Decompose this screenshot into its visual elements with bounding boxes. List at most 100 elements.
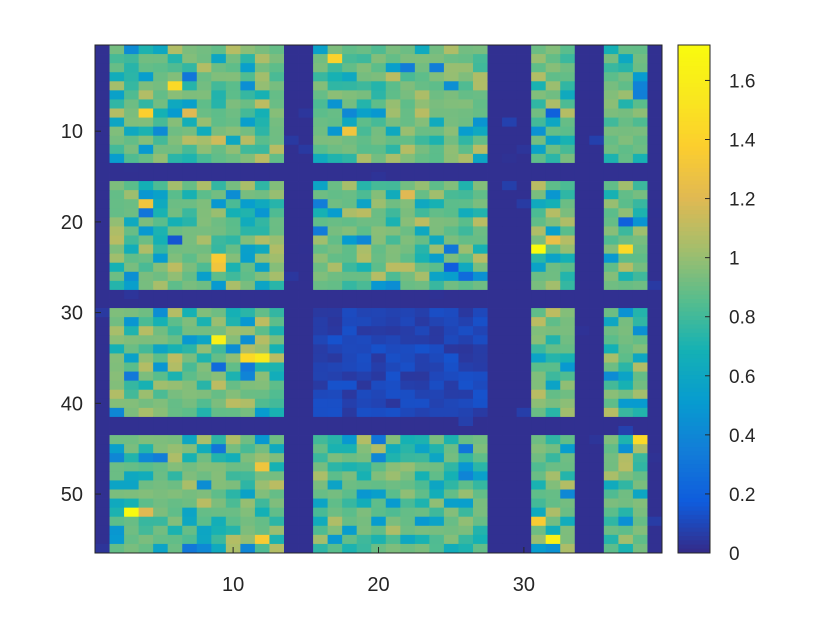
heatmap-cell — [400, 199, 416, 209]
heatmap-cell — [458, 144, 474, 155]
colorbar-segment — [678, 265, 710, 270]
heatmap-cell — [545, 308, 561, 318]
heatmap-cell — [545, 226, 561, 236]
heatmap-cell — [182, 271, 198, 282]
heatmap-cell — [284, 99, 299, 109]
heatmap-cell — [603, 462, 619, 472]
heatmap-cell — [589, 226, 605, 236]
heatmap-cell — [458, 162, 474, 173]
heatmap-cell — [458, 444, 474, 454]
heatmap-cell — [414, 226, 430, 236]
heatmap-cell — [109, 516, 125, 527]
heatmap-cell — [560, 45, 576, 55]
heatmap-cell — [400, 453, 416, 463]
heatmap-cell — [138, 253, 154, 264]
heatmap-cell — [327, 471, 343, 481]
heatmap-cell — [327, 426, 343, 436]
colorbar-segment — [678, 464, 710, 469]
heatmap-cell — [400, 217, 416, 227]
heatmap-cell — [487, 108, 503, 118]
heatmap-cell — [313, 244, 329, 255]
heatmap-cell — [167, 416, 183, 427]
heatmap-cell — [109, 426, 125, 436]
heatmap-cell — [487, 54, 503, 64]
heatmap-cell — [487, 135, 503, 146]
colorbar-segment — [678, 294, 710, 300]
heatmap-cell — [400, 181, 416, 191]
heatmap-cell — [560, 326, 576, 336]
heatmap-cell — [211, 244, 227, 255]
heatmap-cell — [196, 507, 212, 518]
heatmap-cell — [574, 543, 590, 554]
heatmap-cell — [545, 534, 561, 545]
heatmap-cell — [284, 235, 299, 245]
colorbar-segment — [678, 493, 710, 499]
heatmap-cell — [240, 162, 256, 173]
heatmap-cell — [342, 45, 358, 55]
heatmap-cell — [269, 362, 285, 372]
heatmap-cell — [385, 45, 401, 55]
heatmap-cell — [458, 435, 474, 445]
heatmap-cell — [385, 108, 401, 118]
heatmap-cell — [211, 426, 227, 436]
heatmap-cell — [225, 326, 241, 336]
heatmap-cell — [443, 271, 459, 282]
heatmap-cell — [95, 299, 110, 309]
heatmap-cell — [443, 299, 459, 309]
heatmap-cell — [342, 280, 358, 291]
heatmap-cell — [618, 135, 634, 146]
heatmap-cell — [269, 108, 285, 118]
heatmap-cell — [371, 253, 387, 264]
heatmap-cell — [458, 389, 474, 400]
heatmap-cell — [269, 525, 285, 536]
heatmap-cell — [473, 45, 488, 55]
heatmap-cell — [618, 244, 634, 255]
heatmap-cell — [269, 498, 285, 509]
heatmap-cell — [618, 181, 634, 191]
heatmap-cell — [589, 54, 605, 64]
heatmap-cell — [327, 244, 343, 255]
heatmap-cell — [211, 153, 227, 164]
heatmap-cell — [400, 389, 416, 400]
heatmap-cell — [618, 81, 634, 91]
heatmap-cell — [371, 153, 387, 164]
heatmap-cell — [109, 126, 125, 137]
heatmap-cell — [284, 480, 299, 490]
heatmap-cell — [400, 507, 416, 518]
heatmap-cell — [124, 462, 140, 472]
heatmap-cell — [414, 144, 430, 155]
heatmap-cell — [589, 289, 605, 300]
heatmap-cell — [225, 99, 241, 109]
heatmap-cell — [95, 489, 110, 499]
heatmap-cell — [560, 416, 576, 427]
heatmap-cell — [516, 371, 532, 382]
heatmap-cell — [371, 226, 387, 236]
heatmap-cell — [531, 135, 547, 146]
heatmap-cell — [502, 63, 518, 73]
heatmap-cell — [240, 99, 256, 109]
heatmap-cell — [545, 407, 561, 418]
heatmap-cell — [647, 262, 663, 273]
heatmap-cell — [153, 153, 169, 164]
heatmap-cell — [313, 199, 329, 209]
heatmap-cell — [414, 190, 430, 200]
heatmap-cell — [371, 453, 387, 463]
heatmap-cell — [342, 199, 358, 209]
heatmap-cell — [531, 525, 547, 536]
heatmap-cell — [254, 543, 270, 554]
heatmap-cell — [487, 317, 503, 327]
heatmap-cell — [502, 108, 518, 118]
heatmap-cell — [647, 81, 663, 91]
heatmap-cell — [124, 262, 140, 273]
heatmap-cell — [313, 54, 329, 64]
heatmap-cell — [342, 208, 358, 218]
heatmap-cell — [516, 126, 532, 137]
heatmap-cell — [516, 280, 532, 291]
heatmap-cell — [603, 335, 619, 345]
heatmap-cell — [443, 326, 459, 336]
heatmap-cell — [95, 344, 110, 354]
heatmap-cell — [487, 81, 503, 91]
heatmap-cell — [429, 271, 445, 282]
colorbar-segment — [678, 544, 710, 550]
heatmap-cell — [516, 380, 532, 391]
